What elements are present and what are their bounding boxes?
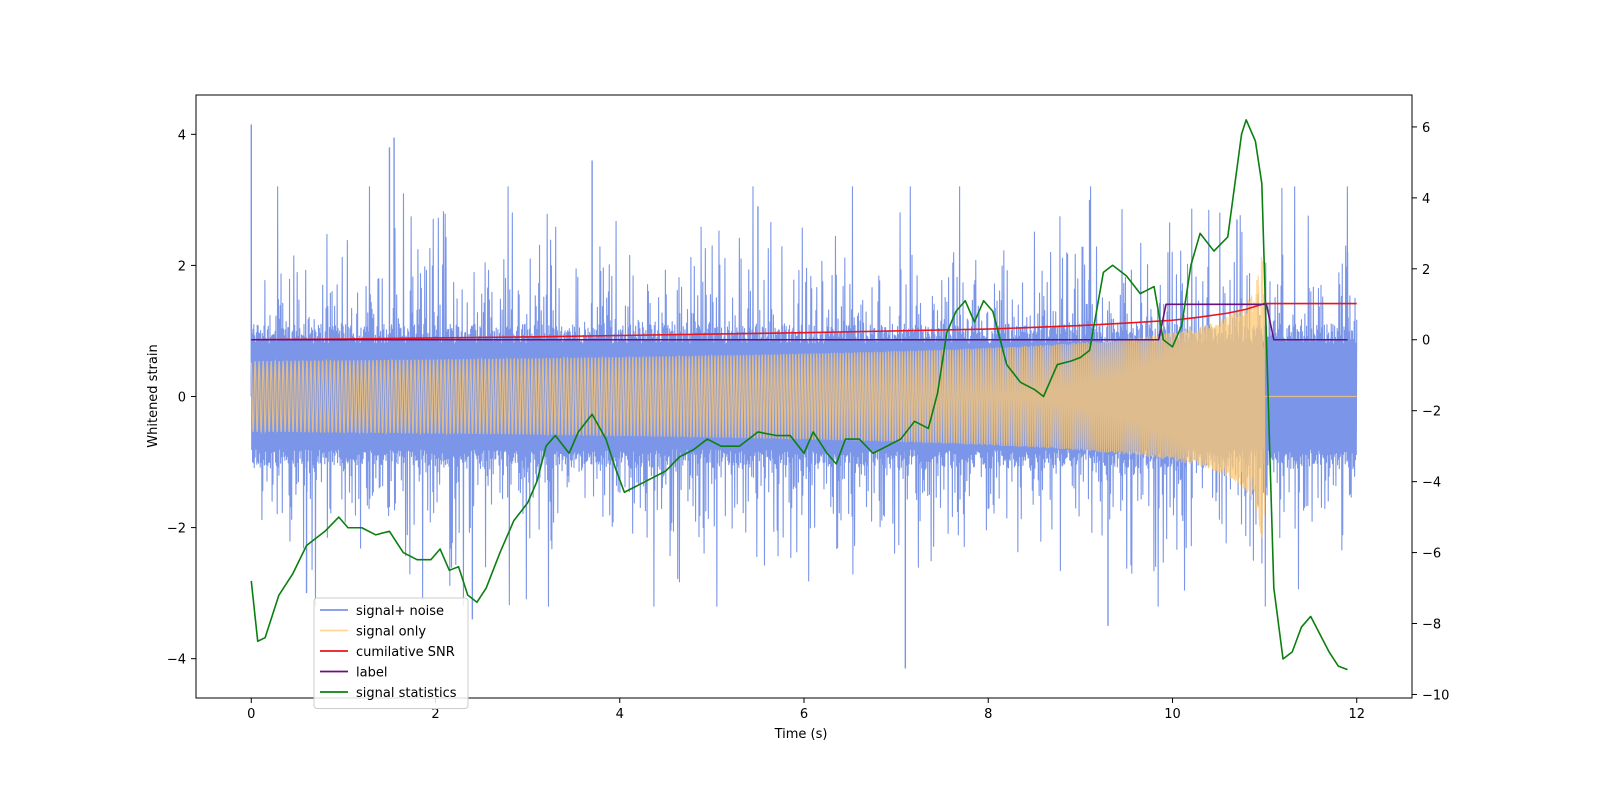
legend-label-signal-statistics: signal statistics	[356, 686, 457, 701]
legend-label-signal-only: signal only	[356, 625, 426, 640]
x-tick-label: 0	[247, 707, 255, 722]
y-left-tick-label: −4	[167, 653, 186, 668]
legend: signal+ noise signal only cumilative SNR la…	[313, 597, 469, 709]
legend-label-signal-noise: signal+ noise	[356, 604, 444, 619]
y-right-tick-label: −10	[1422, 688, 1449, 703]
x-tick-label: 8	[984, 707, 992, 722]
x-tick-label: 12	[1348, 707, 1365, 722]
y-right-tick-label: 6	[1422, 121, 1430, 136]
y-left-tick-label: 2	[178, 259, 186, 274]
plot-area	[250, 119, 1358, 671]
y-left-tick-label: 0	[178, 391, 186, 406]
y-axis-left: −4 −2 0 2 4	[167, 128, 196, 668]
y-right-tick-label: −8	[1422, 618, 1441, 633]
y-right-tick-label: 2	[1422, 263, 1430, 278]
y-right-tick-label: −4	[1422, 476, 1441, 491]
x-tick-label: 10	[1164, 707, 1181, 722]
legend-label-label: label	[356, 666, 387, 681]
x-tick-label: 4	[616, 707, 624, 722]
x-tick-label: 6	[800, 707, 808, 722]
y-axis-right: −10 −8 −6 −4 −2 0 2 4 6	[1412, 121, 1449, 703]
signal-statistics-series	[250, 119, 1348, 671]
y-left-tick-label: −2	[167, 522, 186, 537]
legend-label-cumilative-snr: cumilative SNR	[356, 645, 455, 660]
label-series	[251, 303, 1348, 341]
y-left-tick-label: 4	[178, 128, 186, 143]
y-right-tick-label: 0	[1422, 334, 1430, 349]
y-right-tick-label: −2	[1422, 405, 1441, 420]
x-tick-label: 2	[431, 707, 439, 722]
cumilative-snr-series	[251, 302, 1357, 341]
legend-box	[313, 597, 469, 709]
y-right-tick-label: 4	[1422, 192, 1430, 207]
y-axis-label: Whitened strain	[146, 344, 161, 447]
y-right-tick-label: −6	[1422, 547, 1441, 562]
signal-only-series	[250, 256, 1357, 539]
x-axis-label: Time (s)	[774, 727, 828, 742]
